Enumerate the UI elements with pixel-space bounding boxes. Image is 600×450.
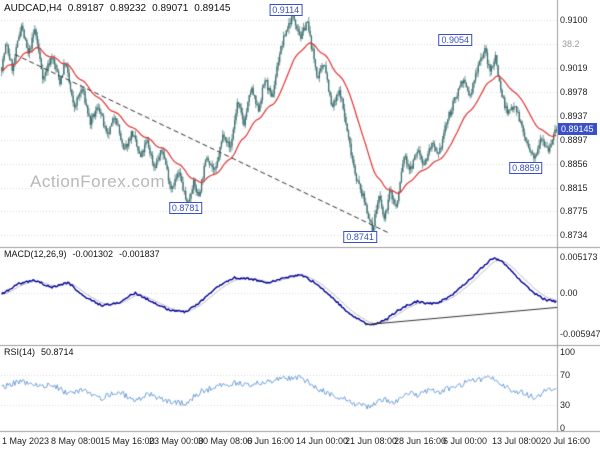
current-price-tag: 0.89145 bbox=[558, 123, 597, 136]
rsi-label: RSI(14) bbox=[4, 347, 36, 357]
ohlc-close: 0.89145 bbox=[194, 3, 231, 14]
price-axis-label: 0.8897 bbox=[560, 134, 588, 145]
price-annotation: 0.8741 bbox=[343, 231, 377, 244]
price-axis-label: 0.9019 bbox=[560, 62, 588, 73]
symbol-timeframe-label: AUDCAD,H4 bbox=[4, 3, 62, 14]
x-axis-label: 1 May 2023 bbox=[2, 436, 50, 446]
rsi-header: RSI(14) 50.8714 bbox=[4, 347, 80, 357]
price-axis-label: 0.8734 bbox=[560, 230, 588, 241]
price-annotation: 0.9114 bbox=[269, 4, 303, 16]
ohlc-low: 0.89071 bbox=[152, 3, 189, 14]
macd-signal-value: -0.001837 bbox=[119, 249, 160, 259]
macd-label: MACD(12,26,9) bbox=[4, 249, 67, 259]
price-axis-label: 0.8937 bbox=[560, 111, 588, 122]
price-annotation: 0.8859 bbox=[509, 161, 543, 174]
macd-axis-label: 0.00 bbox=[560, 287, 578, 298]
chart-header: AUDCAD,H4 0.89187 0.89232 0.89071 0.89145 bbox=[4, 3, 236, 14]
x-axis-label: 28 Jun 16:00 bbox=[394, 436, 447, 446]
macd-value: -0.001302 bbox=[72, 249, 114, 259]
rsi-axis-label: 30 bbox=[560, 400, 571, 411]
price-axis-label: 0.8815 bbox=[560, 182, 588, 193]
x-axis-label: 6 Jun 16:00 bbox=[247, 436, 295, 446]
price-annotation: 0.9054 bbox=[438, 34, 473, 47]
price-axis-label: 0.8856 bbox=[560, 158, 588, 169]
macd-axis-label: -0.005947 bbox=[560, 329, 600, 340]
price-annotation: 0.8781 bbox=[168, 201, 203, 214]
watermark: ActionForex.com bbox=[30, 172, 166, 191]
ohlc-open: 0.89187 bbox=[67, 3, 104, 14]
x-axis-label: 6 Jul 00:00 bbox=[443, 436, 488, 446]
price-axis-label: 0.9100 bbox=[560, 15, 588, 26]
x-axis-label: 14 Jun 00:00 bbox=[296, 436, 349, 446]
rsi-value: 50.8714 bbox=[41, 347, 74, 357]
price-axis-label: 0.8775 bbox=[560, 206, 588, 217]
rsi-axis-label: 100 bbox=[560, 347, 576, 357]
ohlc-high: 0.89232 bbox=[109, 3, 147, 14]
x-axis-label: 21 Jun 08:00 bbox=[345, 436, 398, 446]
x-axis-label: 8 May 08:00 bbox=[51, 436, 101, 446]
x-axis-label: 30 May 08:00 bbox=[198, 436, 253, 446]
rsi-axis-label: 0 bbox=[560, 423, 566, 433]
rsi-axis-label: 70 bbox=[560, 369, 571, 380]
x-axis-label: 15 May 16:00 bbox=[100, 436, 155, 446]
fib-level-label: 38.2 bbox=[561, 39, 581, 50]
x-axis-label: 20 Jul 16:00 bbox=[541, 436, 591, 446]
price-axis-label: 0.8978 bbox=[560, 87, 588, 98]
macd-header: MACD(12,26,9) -0.001302 -0.001837 bbox=[4, 249, 166, 259]
x-axis-label: 23 May 00:00 bbox=[149, 436, 204, 446]
x-axis-label: 13 Jul 08:00 bbox=[492, 436, 542, 446]
macd-axis-label: 0.005173 bbox=[560, 252, 598, 263]
